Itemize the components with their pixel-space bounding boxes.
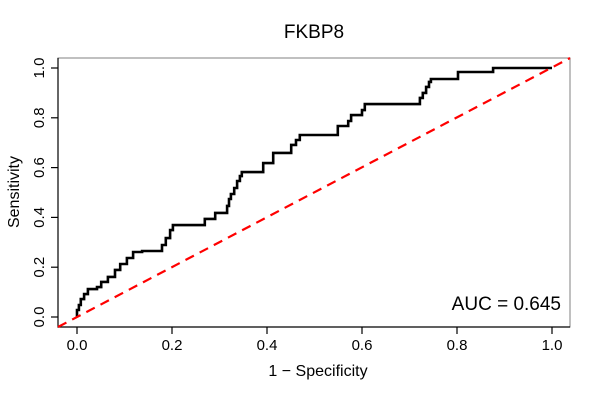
x-tick-label: 0.0 <box>67 337 88 354</box>
chart-title: FKBP8 <box>283 22 345 43</box>
y-tick-label: 0.0 <box>31 307 48 328</box>
auc-annotation: AUC = 0.645 <box>451 294 561 315</box>
x-tick-label: 0.2 <box>162 337 183 354</box>
y-tick-label: 0.2 <box>31 257 48 278</box>
y-tick-label: 0.4 <box>31 207 48 228</box>
x-tick-label: 0.6 <box>352 337 373 354</box>
chance-diagonal-line <box>57 57 571 328</box>
x-tick-label: 1.0 <box>542 337 563 354</box>
x-axis-label: 1 − Specificity <box>268 363 368 380</box>
y-tick-label: 0.6 <box>31 157 48 178</box>
roc-curve-line <box>75 66 552 317</box>
x-tick-label: 0.8 <box>447 337 468 354</box>
y-axis-label: Sensitivity <box>6 155 23 229</box>
x-tick-label: 0.4 <box>257 337 278 354</box>
y-tick-label: 0.8 <box>31 107 48 128</box>
y-tick-label: 1.0 <box>31 58 48 79</box>
